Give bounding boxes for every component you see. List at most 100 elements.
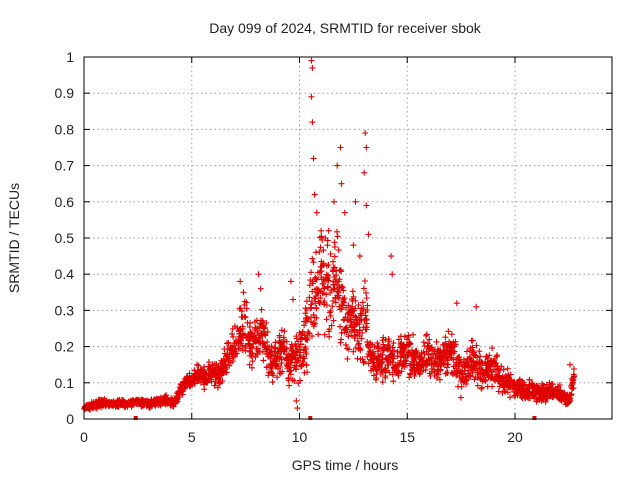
- data-point: [364, 302, 371, 309]
- data-point: [442, 334, 449, 341]
- data-point: [416, 352, 423, 359]
- data-point: [405, 352, 412, 359]
- data-point: [222, 361, 229, 368]
- data-point: [274, 374, 281, 381]
- data-point: [453, 372, 460, 379]
- data-point: [318, 233, 325, 240]
- data-point: [410, 331, 416, 338]
- data-point: [292, 348, 299, 354]
- data-point: [330, 282, 337, 288]
- data-point: [277, 354, 284, 361]
- data-point: [367, 339, 374, 346]
- data-point: [457, 394, 464, 401]
- data-point: [471, 351, 478, 358]
- data-point: [337, 323, 343, 330]
- data-point: [259, 318, 266, 324]
- data-point: [264, 328, 271, 335]
- data-point: [389, 344, 396, 351]
- data-points: [81, 57, 578, 420]
- data-point: [427, 345, 434, 352]
- data-point: [448, 355, 455, 362]
- data-point: [308, 57, 315, 64]
- data-point: [303, 362, 310, 369]
- data-point: [526, 376, 533, 383]
- data-point: [309, 280, 316, 287]
- data-point: [297, 377, 304, 384]
- data-point: [235, 345, 242, 352]
- data-point: [528, 380, 535, 387]
- data-point: [528, 391, 535, 398]
- data-point: [357, 356, 364, 363]
- data-point: [337, 306, 344, 313]
- data-point: [254, 325, 261, 332]
- data-point: [303, 298, 310, 305]
- data-point: [423, 332, 430, 339]
- data-point: [489, 345, 496, 352]
- data-point: [325, 328, 332, 335]
- data-point: [328, 322, 335, 329]
- data-point: [238, 308, 245, 315]
- data-point: [237, 305, 244, 312]
- data-point: [513, 389, 520, 396]
- y-tick-label: 0.6: [55, 194, 75, 210]
- data-point: [257, 285, 264, 292]
- data-point: [308, 269, 315, 276]
- data-point: [378, 360, 385, 367]
- y-tick-label: 0.8: [55, 121, 75, 137]
- data-point: [352, 305, 359, 312]
- data-point: [463, 348, 470, 355]
- data-point: [321, 298, 328, 304]
- data-point: [229, 358, 236, 365]
- data-point: [352, 297, 359, 304]
- data-point: [232, 351, 239, 358]
- data-point: [338, 180, 345, 187]
- data-point: [442, 341, 449, 348]
- data-point: [302, 318, 309, 325]
- data-point: [534, 389, 540, 396]
- data-point: [194, 361, 200, 368]
- data-point: [307, 277, 314, 284]
- data-point: [504, 389, 511, 396]
- data-point: [469, 367, 476, 374]
- data-point: [514, 392, 521, 399]
- data-point: [303, 307, 310, 313]
- y-tick-label: 0.7: [55, 158, 75, 174]
- data-point: [291, 352, 298, 359]
- data-point: [384, 346, 391, 353]
- data-point: [361, 358, 368, 365]
- data-point: [389, 359, 396, 366]
- data-point: [277, 364, 284, 370]
- data-point: [142, 397, 149, 404]
- data-point: [174, 396, 181, 403]
- data-point: [223, 369, 230, 376]
- x-tick-label: 10: [292, 429, 308, 445]
- data-point: [363, 144, 370, 151]
- data-point: [530, 392, 537, 399]
- data-point: [409, 347, 415, 354]
- data-point: [285, 377, 292, 384]
- data-point: [478, 385, 485, 392]
- data-point: [452, 341, 459, 348]
- data-point: [470, 363, 477, 370]
- data-point: [302, 336, 309, 342]
- data-point: [225, 339, 232, 346]
- data-point: [267, 349, 274, 356]
- data-point: [469, 337, 476, 344]
- data-point: [453, 361, 460, 368]
- data-point: [519, 395, 526, 402]
- data-point: [334, 228, 340, 235]
- data-point: [252, 354, 259, 361]
- data-point: [549, 381, 556, 388]
- data-point: [310, 259, 317, 266]
- data-point: [470, 348, 477, 354]
- data-point: [480, 376, 487, 383]
- data-point: [507, 394, 513, 401]
- data-point: [351, 328, 358, 335]
- data-point: [556, 388, 563, 395]
- data-point: [243, 299, 250, 306]
- data-point: [249, 350, 256, 357]
- data-point: [467, 354, 473, 361]
- data-point: [309, 119, 316, 126]
- data-point: [288, 359, 295, 366]
- data-point: [525, 395, 532, 401]
